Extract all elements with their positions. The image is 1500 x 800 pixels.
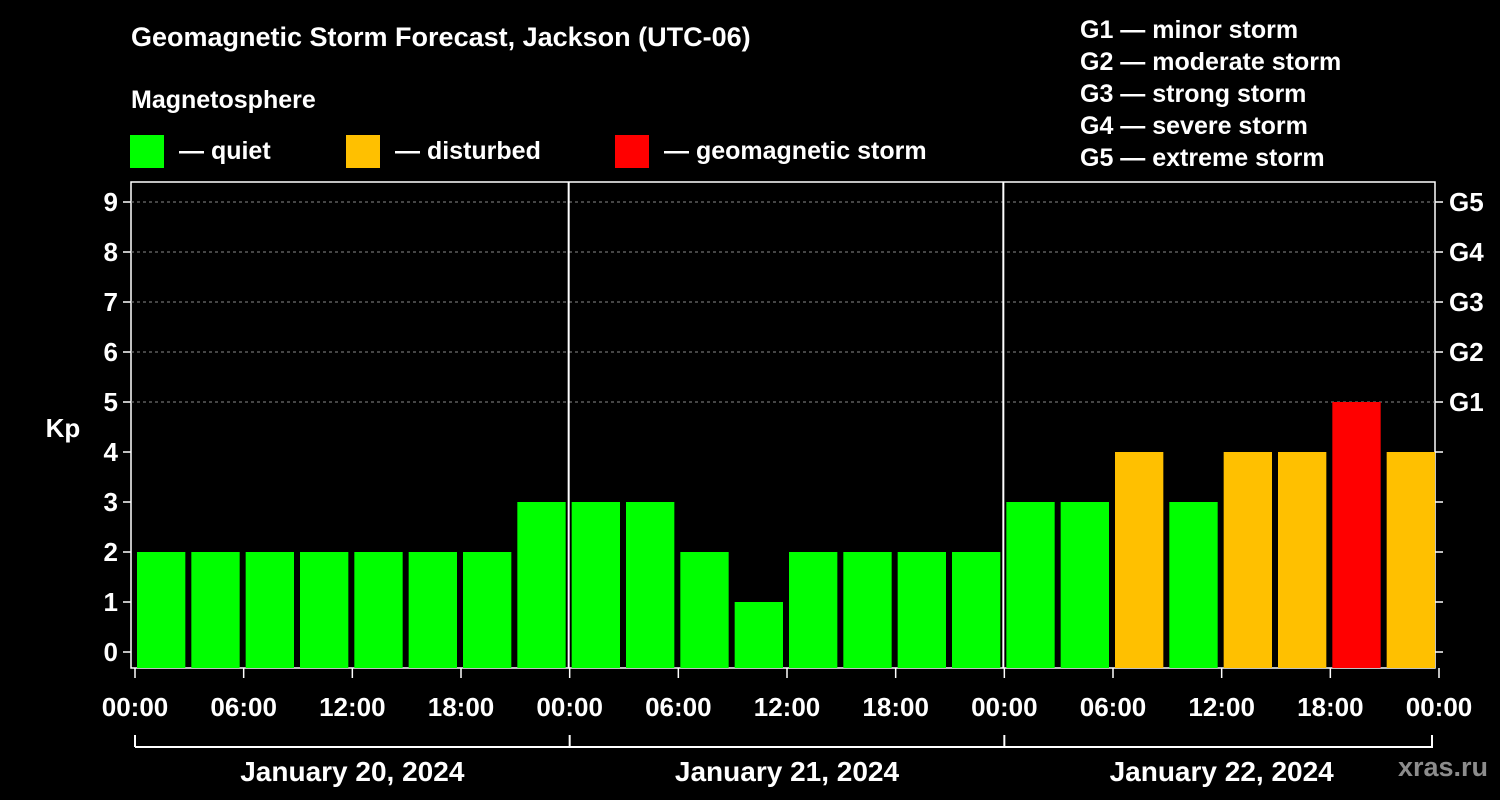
x-tick-label: 06:00 [1080,692,1147,722]
chart-title: Geomagnetic Storm Forecast, Jackson (UTC… [131,22,751,52]
kp-bar [734,602,783,668]
x-tick-label: 18:00 [862,692,929,722]
legend-swatch-disturbed [346,134,380,168]
legend-swatch-storm [615,134,649,168]
kp-bar [1060,502,1109,668]
kp-bar [1169,502,1218,668]
y-tick-label: 7 [104,287,118,317]
x-tick-label: 00:00 [536,692,603,722]
y-tick-label: 6 [104,337,118,367]
x-tick-label: 12:00 [1188,692,1255,722]
g-scale-g4: G4 — severe storm [1080,112,1308,140]
kp-bar [1223,452,1272,668]
y-tick-label: 5 [104,387,118,417]
g-scale-legend: G1 — minor storm G2 — moderate storm G3 … [1080,14,1341,174]
g-tick-label: G2 [1449,337,1484,367]
kp-bar [789,552,838,668]
kp-bar [517,502,566,668]
y-tick-label: 3 [104,487,118,517]
legend-item-disturbed: — disturbed [346,134,541,168]
y-tick-label: 0 [104,637,118,667]
g-tick-label: G3 [1449,287,1484,317]
legend-swatch-quiet [130,134,164,168]
kp-bar [952,552,1001,668]
kp-bar [843,552,892,668]
legend-label-disturbed: — disturbed [395,136,541,165]
legend-item-storm: — geomagnetic storm [615,134,927,168]
kp-bar [1386,452,1435,668]
x-tick-label: 12:00 [754,692,821,722]
kp-bar [680,552,729,668]
y-tick-label: 8 [104,237,118,267]
kp-bar [1332,402,1381,668]
watermark: xras.ru [1397,752,1488,782]
kp-bar [354,552,403,668]
kp-bar [897,552,946,668]
x-tick-label: 06:00 [210,692,277,722]
kp-bar [137,552,186,668]
kp-bar [300,552,349,668]
day-label: January 20, 2024 [240,756,465,787]
x-tick-label: 18:00 [1297,692,1364,722]
x-tick-label: 12:00 [319,692,386,722]
legend-subtitle: Magnetosphere [131,86,316,114]
g-scale-g2: G2 — moderate storm [1080,48,1342,76]
x-tick-label: 00:00 [971,692,1038,722]
y-tick-label: 9 [104,187,118,217]
kp-bar [1278,452,1327,668]
y-axis-label: Kp [46,413,81,443]
kp-bar [408,552,457,668]
kp-bar [191,552,240,668]
x-tick-label: 00:00 [102,692,169,722]
y-tick-label: 2 [104,537,118,567]
g-scale-g3: G3 — strong storm [1080,80,1307,108]
day-label: January 22, 2024 [1110,756,1335,787]
x-tick-label: 18:00 [428,692,495,722]
y-tick-label: 1 [104,587,118,617]
x-tick-label: 06:00 [645,692,712,722]
y-tick-label: 4 [104,437,119,467]
kp-bar [571,502,620,668]
g-scale-g5: G5 — extreme storm [1080,144,1325,172]
kp-bar [1115,452,1164,668]
kp-bar [463,552,512,668]
x-tick-label: 00:00 [1406,692,1473,722]
g-tick-label: G5 [1449,187,1484,217]
legend-label-storm: — geomagnetic storm [664,136,927,165]
g-scale-g1: G1 — minor storm [1080,16,1299,44]
day-label: January 21, 2024 [675,756,900,787]
kp-bar [1006,502,1055,668]
g-tick-label: G4 [1449,237,1484,267]
kp-bar [626,502,675,668]
kp-bar [245,552,294,668]
g-tick-label: G1 [1449,387,1484,417]
legend-label-quiet: — quiet [179,136,271,165]
legend-item-quiet: — quiet [130,134,271,168]
